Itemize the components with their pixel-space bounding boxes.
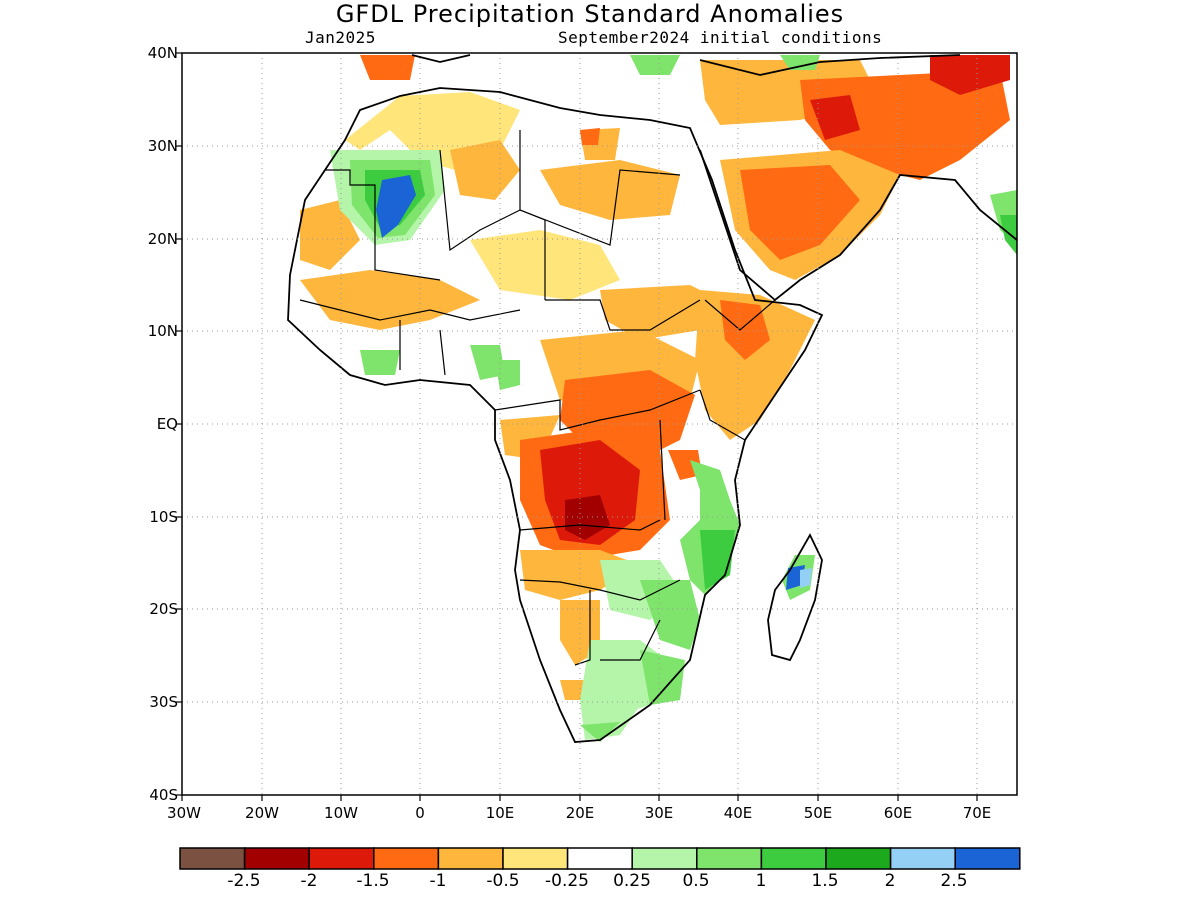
colorbar-swatch	[179, 847, 246, 870]
lat-label: 40N	[147, 44, 178, 62]
lon-label: 20E	[565, 804, 595, 822]
colorbar-swatch	[696, 847, 763, 870]
anomaly-field	[288, 55, 1017, 742]
colorbar-label: 0.5	[682, 871, 710, 891]
colorbar-swatch	[631, 847, 698, 870]
lat-label: 40S	[149, 786, 178, 804]
colorbar-swatch	[825, 847, 892, 870]
lon-label: 10E	[485, 804, 515, 822]
coastlines	[287, 54, 1018, 743]
lon-label: 50E	[803, 804, 833, 822]
colorbar-label: 1.5	[811, 871, 839, 891]
colorbar-swatch	[437, 847, 504, 870]
lon-label: 40E	[723, 804, 753, 822]
lat-label: 20S	[149, 600, 178, 618]
graticule	[182, 53, 1017, 795]
lat-label: 10N	[147, 322, 178, 340]
colorbar-label: -0.25	[545, 871, 589, 891]
initial-conditions: September2024 initial conditions	[558, 28, 883, 47]
lat-label: 20N	[147, 230, 178, 248]
colorbar-label: -2.5	[227, 871, 261, 891]
colorbar-label: 1	[755, 871, 767, 891]
colorbar-swatch	[373, 847, 440, 870]
colorbar-swatch	[760, 847, 827, 870]
lon-label: 70E	[962, 804, 992, 822]
lat-label: 10S	[149, 508, 178, 526]
colorbar-swatch	[889, 847, 956, 870]
axis-ticks	[176, 52, 978, 801]
colorbar-swatch	[954, 847, 1021, 870]
colorbar-swatch	[566, 847, 633, 870]
colorbar-label: -1	[429, 871, 447, 891]
colorbar-swatch	[243, 847, 310, 870]
colorbar-label: -2	[300, 871, 318, 891]
lat-label: 30N	[147, 137, 178, 155]
lon-label: 30W	[167, 804, 201, 822]
colorbar-swatch	[502, 847, 569, 870]
lat-label: 30S	[149, 693, 178, 711]
forecast-month: Jan2025	[305, 28, 376, 47]
colorbar-label: 0.25	[613, 871, 651, 891]
lon-label: 30E	[644, 804, 674, 822]
lon-label: 60E	[883, 804, 913, 822]
lat-label: EQ	[156, 415, 178, 433]
map-title: GFDL Precipitation Standard Anomalies	[335, 0, 845, 28]
colorbar-label: 2	[884, 871, 896, 891]
lon-label: 0	[415, 804, 425, 822]
colorbar-label: -0.5	[486, 871, 520, 891]
lon-label: 10W	[324, 804, 358, 822]
lon-label: 20W	[245, 804, 279, 822]
africa-landmass	[288, 88, 822, 742]
colorbar-swatch	[308, 847, 375, 870]
colorbar	[179, 847, 1021, 870]
colorbar-label: 2.5	[940, 871, 968, 891]
colorbar-label: -1.5	[356, 871, 390, 891]
